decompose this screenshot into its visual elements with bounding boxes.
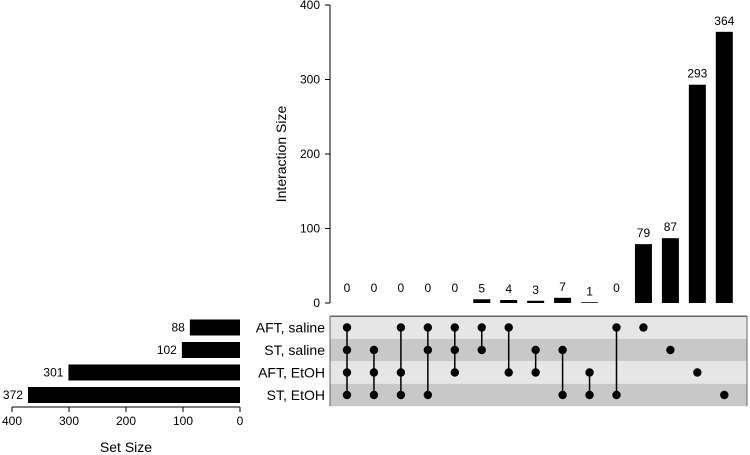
matrix-dot <box>504 368 513 377</box>
set-size-bar <box>181 342 240 358</box>
matrix-dot <box>558 390 567 400</box>
interaction-bar <box>527 300 545 303</box>
interaction-bar-label: 0 <box>425 281 432 295</box>
set-size-bar <box>189 319 240 336</box>
matrix-dot <box>612 390 621 400</box>
interaction-bar <box>634 244 652 303</box>
interaction-bar-label: 87 <box>664 220 678 234</box>
set-name-label: ST, saline <box>264 342 325 358</box>
interaction-bar-labels: 0 0 0 0 0 5 4 3 7 1 0 79 87 293 364 <box>344 14 735 298</box>
intersection-matrix <box>342 323 729 400</box>
matrix-dot <box>450 345 459 355</box>
matrix-row-stripe <box>330 383 747 407</box>
set-names: AFT, saline ST, saline AFT, EtOH ST, EtOH <box>256 320 325 404</box>
set-size-label: 372 <box>3 388 23 402</box>
y-tick-label: 100 <box>300 222 320 236</box>
matrix-dot <box>558 345 567 355</box>
y-tick-label: 400 <box>300 0 320 12</box>
interaction-bar-label: 0 <box>398 281 405 295</box>
matrix-dot <box>450 368 459 377</box>
interaction-bar-label: 3 <box>532 283 539 297</box>
y-tick-label: 200 <box>300 147 320 161</box>
set-axis-tick-label: 400 <box>2 414 22 428</box>
set-name-label: ST, EtOH <box>267 387 325 403</box>
interaction-bar-label: 0 <box>344 281 351 295</box>
matrix-dot <box>720 390 729 400</box>
matrix-dot <box>612 323 621 332</box>
matrix-dot <box>396 368 406 377</box>
matrix-dot <box>450 323 459 332</box>
interaction-bar-label: 0 <box>371 281 378 295</box>
interaction-bar-label: 4 <box>505 282 512 296</box>
interaction-bar-label: 1 <box>586 284 593 298</box>
matrix-dot <box>423 345 433 355</box>
set-axis-tick-label: 100 <box>173 414 193 428</box>
matrix-dot <box>342 345 352 355</box>
matrix-dot <box>369 345 379 355</box>
matrix-background <box>329 315 748 407</box>
matrix-dot <box>396 390 406 400</box>
interaction-bar <box>473 299 491 303</box>
interaction-bar <box>715 31 733 303</box>
interaction-bar <box>661 238 679 303</box>
interaction-bar-label: 5 <box>478 281 485 295</box>
matrix-dot <box>342 390 352 400</box>
matrix-dot <box>396 323 406 332</box>
set-axis-tick-label: 0 <box>237 414 244 428</box>
matrix-dot <box>423 390 433 400</box>
set-size-label: 301 <box>43 366 63 380</box>
interaction-bar-label: 0 <box>451 281 458 295</box>
matrix-row-stripe <box>330 316 747 339</box>
interaction-size-axis: 0 100 200 300 400 <box>300 0 331 310</box>
interaction-bar-label: 364 <box>714 14 734 28</box>
set-size-bar <box>27 387 241 403</box>
y-tick-label: 0 <box>313 296 320 310</box>
interaction-bar-label: 0 <box>613 281 620 295</box>
matrix-dot <box>693 368 702 377</box>
interaction-bar <box>688 84 706 303</box>
interaction-bars <box>473 31 733 303</box>
matrix-dot <box>639 323 648 332</box>
y-axis-title: Interaction Size <box>273 106 289 203</box>
matrix-dot <box>369 390 379 400</box>
set-size-bar <box>68 364 241 381</box>
matrix-dot <box>585 368 594 377</box>
y-tick-label: 300 <box>300 73 320 87</box>
matrix-dot <box>342 323 352 332</box>
set-size-axis: 400 300 200 100 0 <box>2 406 244 428</box>
set-name-label: AFT, EtOH <box>258 365 325 381</box>
matrix-dot <box>342 368 352 377</box>
set-size-bars: 88 102 301 372 <box>3 319 241 403</box>
interaction-bar <box>581 302 599 303</box>
set-axis-tick-label: 200 <box>116 414 136 428</box>
matrix-dot <box>531 368 540 377</box>
set-axis-tick-label: 300 <box>59 414 79 428</box>
set-size-label: 88 <box>171 321 185 335</box>
matrix-dot <box>423 323 433 332</box>
interaction-bar <box>554 297 572 303</box>
matrix-dot <box>369 368 379 377</box>
matrix-dot <box>477 323 486 332</box>
set-size-label: 102 <box>157 343 177 357</box>
matrix-dot <box>504 323 513 332</box>
matrix-dot <box>585 390 594 400</box>
matrix-dot <box>666 345 675 355</box>
matrix-dot <box>531 345 540 355</box>
interaction-bar-label: 7 <box>559 280 566 294</box>
interaction-bar-label: 293 <box>687 67 707 81</box>
set-size-axis-title: Set Size <box>100 439 152 455</box>
set-name-label: AFT, saline <box>256 320 325 336</box>
interaction-bar-label: 79 <box>637 226 651 240</box>
interaction-bar <box>500 300 518 303</box>
matrix-dot <box>477 345 486 355</box>
